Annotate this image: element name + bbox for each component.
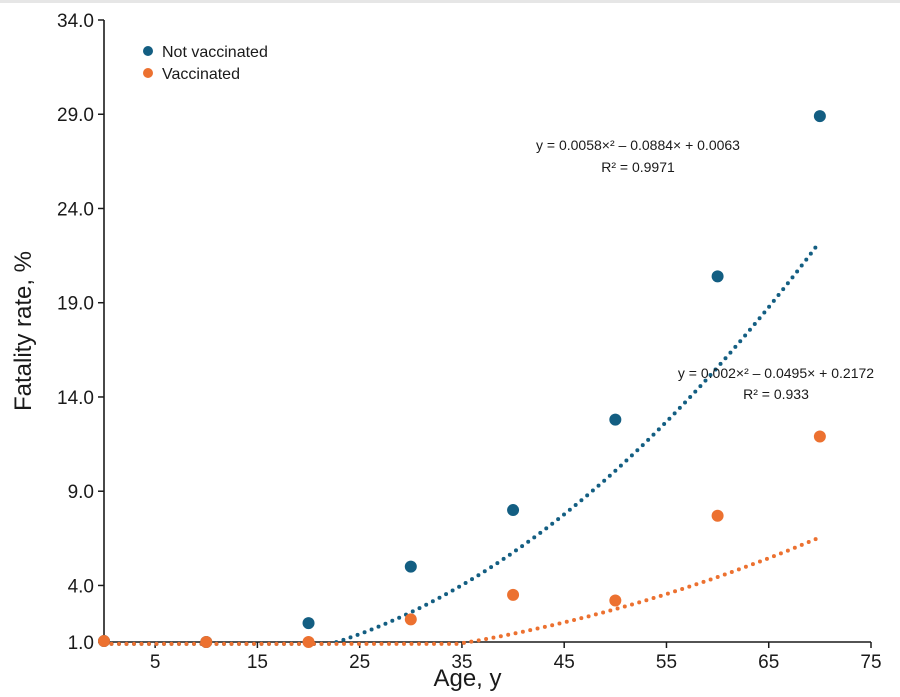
y-tick-label: 19.0	[57, 294, 94, 315]
x-tick-label: 65	[758, 652, 779, 673]
legend-marker-vaccinated	[143, 68, 153, 78]
data-point-vaccinated	[98, 635, 110, 648]
y-tick-label: 14.0	[57, 388, 94, 409]
data-point-vaccinated	[507, 588, 520, 601]
y-tick-label: 34.0	[57, 11, 94, 32]
x-tick-label: 15	[247, 652, 268, 673]
x-tick-label: 5	[150, 652, 161, 673]
axes	[103, 20, 871, 643]
data-point-not-vaccinated	[404, 560, 417, 573]
x-tick-label: 35	[451, 652, 472, 673]
data-point-not-vaccinated	[507, 504, 520, 517]
ticks: 1.0 4.0 9.0 14.0 19.0 24.0 29.0 34.0 5 15 25 35 45 55…	[57, 11, 882, 673]
data-point-not-vaccinated	[711, 270, 724, 283]
y-tick-label: 9.0	[68, 482, 94, 503]
x-axis-title: Age, y	[433, 665, 501, 692]
y-tick-label: 29.0	[57, 105, 94, 126]
data-point-vaccinated	[711, 509, 724, 522]
data-point-vaccinated	[302, 636, 315, 648]
legend: Not vaccinated Vaccinated	[143, 44, 268, 83]
trendline-vaccinated	[102, 535, 822, 646]
y-axis-title: Fatality rate, %	[10, 251, 37, 411]
x-tick-label: 25	[349, 652, 370, 673]
legend-label-vaccinated: Vaccinated	[162, 66, 240, 83]
y-tick-label: 24.0	[57, 199, 94, 220]
legend-label-not-vaccinated: Not vaccinated	[162, 44, 268, 61]
x-tick-label: 45	[554, 652, 575, 673]
top-divider	[0, 0, 900, 3]
trendline-equation: y = 0.0058×² – 0.0884× + 0.0063	[536, 137, 740, 153]
data-points	[98, 110, 826, 648]
data-point-vaccinated	[813, 430, 826, 443]
trendline-equations: y = 0.0058×² – 0.0884× + 0.0063 R² = 0.99…	[536, 137, 874, 402]
x-tick-label: 55	[656, 652, 677, 673]
trendline-not-vaccinated	[102, 239, 822, 646]
labels: Fatality rate, % Age, y	[10, 251, 502, 692]
data-point-not-vaccinated	[302, 617, 315, 630]
data-point-not-vaccinated	[813, 110, 826, 123]
trendlines	[102, 239, 822, 646]
y-tick-label: 1.0	[68, 633, 94, 654]
trendline-r-squared: R² = 0.9971	[601, 159, 675, 175]
y-tick-label: 4.0	[68, 576, 94, 597]
legend-marker-not-vaccinated	[143, 46, 153, 56]
data-point-vaccinated	[609, 594, 622, 607]
trendline-r-squared: R² = 0.933	[743, 386, 809, 402]
x-tick-label: 75	[860, 652, 881, 673]
trendline-equation: y = 0.002×² – 0.0495× + 0.2172	[678, 365, 874, 381]
data-point-vaccinated	[200, 636, 213, 648]
data-point-not-vaccinated	[609, 413, 622, 426]
data-point-vaccinated	[404, 613, 417, 626]
